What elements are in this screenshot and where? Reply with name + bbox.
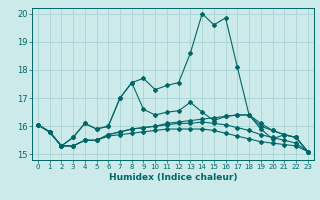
X-axis label: Humidex (Indice chaleur): Humidex (Indice chaleur): [108, 173, 237, 182]
